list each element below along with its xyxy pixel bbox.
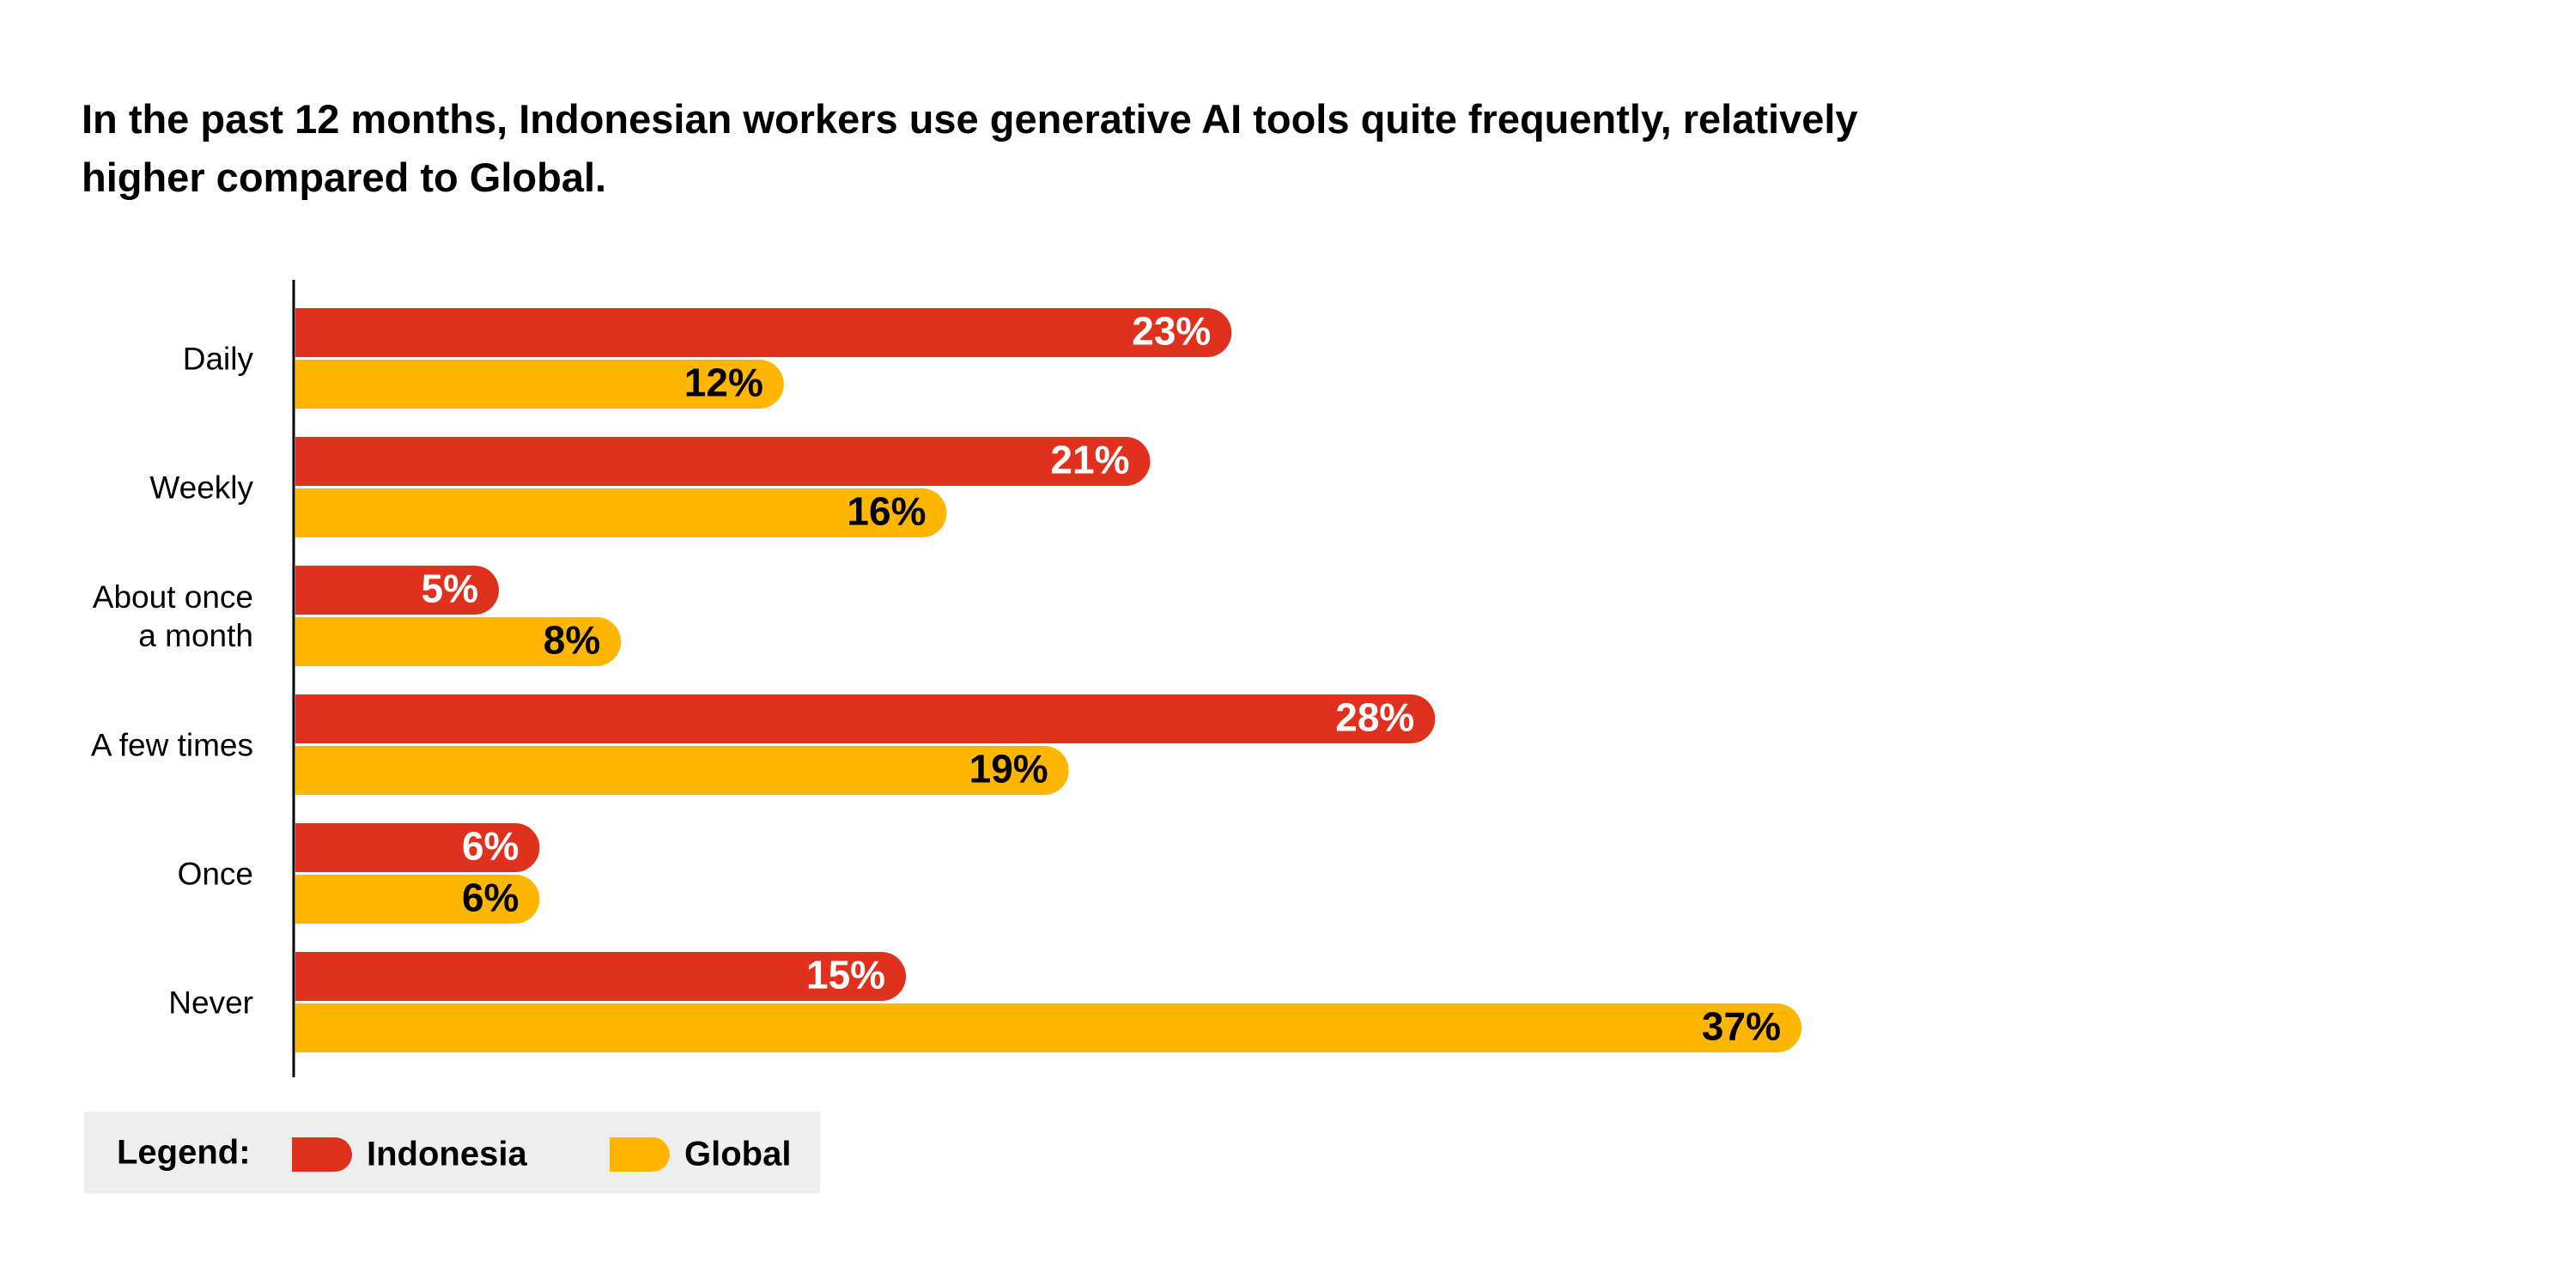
data-label: 8% [544,618,600,663]
bar [295,566,500,615]
legend-label: Indonesia [367,1136,527,1173]
bar [295,823,540,872]
bar [295,308,1232,357]
bar [295,437,1151,486]
data-label: 6% [462,876,519,920]
category-label: Weekly [149,470,253,505]
bar [295,488,947,537]
data-label: 16% [847,489,926,534]
data-label: 21% [1050,438,1129,482]
legend-box [84,1112,820,1193]
chart-title: In the past 12 months, Indonesian worker… [82,96,1858,200]
data-label: 19% [969,747,1048,791]
bar [295,1003,1801,1052]
category-label: A few times [90,727,253,762]
bar [295,617,622,666]
data-label: 28% [1335,695,1414,740]
category-label: Daily [182,341,253,376]
bar [295,746,1069,795]
legend-label: Global [684,1136,791,1173]
data-label: 15% [806,953,885,997]
category-label: Once [177,856,253,891]
data-label: 12% [684,361,763,405]
bar [295,875,540,924]
legend-title: Legend: [117,1134,251,1172]
category-label: Never [168,985,253,1020]
data-label: 5% [422,567,478,611]
data-label: 6% [462,824,519,869]
legend-swatch [292,1137,352,1172]
legend-swatch [610,1137,670,1172]
bar [295,694,1436,743]
category-label: About once a month [92,579,253,653]
data-label: 37% [1702,1004,1781,1049]
bar [295,952,907,1001]
data-label: 23% [1132,309,1211,354]
bar [295,360,784,409]
